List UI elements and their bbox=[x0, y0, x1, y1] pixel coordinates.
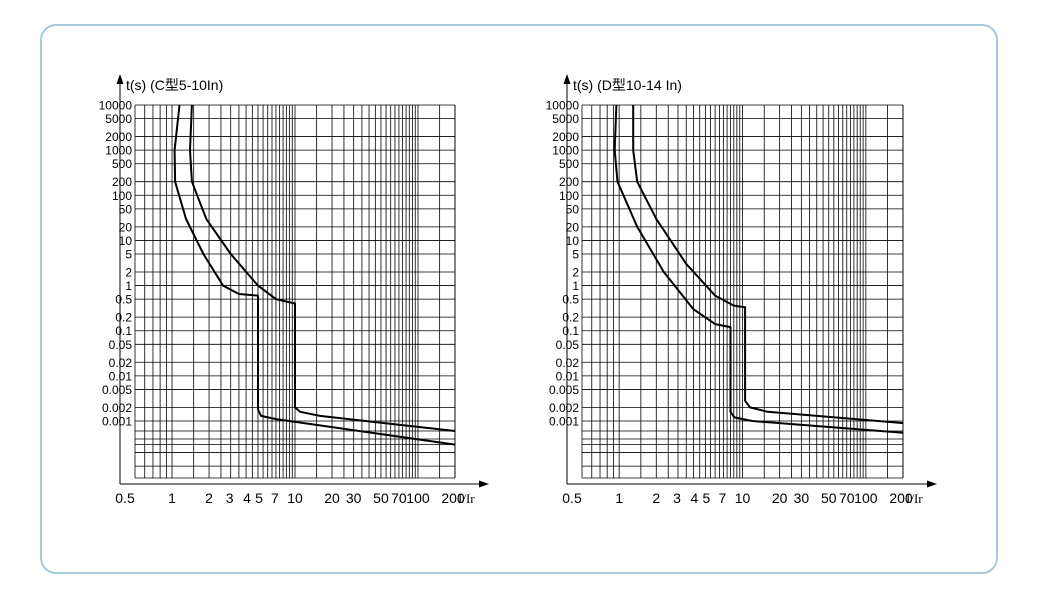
trip-curve-2 bbox=[632, 105, 904, 425]
y-tick-label: 0.02 bbox=[556, 356, 580, 370]
chart-title: t(s) (D型10-14 In) bbox=[573, 77, 682, 93]
y-tick-label: 0.2 bbox=[115, 311, 132, 325]
x-axis-arrow bbox=[479, 480, 489, 488]
x-tick-label: 20 bbox=[324, 490, 340, 506]
y-axis-arrow bbox=[563, 74, 571, 84]
y-tick-label: 500 bbox=[559, 157, 579, 171]
y-tick-label: 5 bbox=[125, 248, 132, 262]
y-tick-label: 0.005 bbox=[549, 383, 579, 397]
y-tick-label: 2 bbox=[572, 265, 579, 279]
y-tick-label: 20 bbox=[119, 220, 133, 234]
y-tick-label: 5000 bbox=[105, 112, 132, 126]
y-tick-label: 0.005 bbox=[102, 383, 132, 397]
y-tick-label: 0.1 bbox=[115, 324, 132, 338]
x-tick-label: 10 bbox=[735, 490, 751, 506]
y-tick-label: 10 bbox=[119, 234, 133, 248]
y-tick-label: 0.002 bbox=[102, 401, 132, 415]
x-tick-label: 3 bbox=[226, 490, 234, 506]
x-tick-label: 100 bbox=[854, 490, 878, 506]
y-tick-label: 50 bbox=[566, 202, 580, 216]
y-tick-label: 1 bbox=[125, 279, 132, 293]
y-tick-label: 200 bbox=[559, 175, 579, 189]
y-tick-label: 10000 bbox=[99, 99, 133, 113]
x-axis-label: I/Ir bbox=[458, 491, 475, 506]
grid bbox=[134, 104, 456, 479]
time-current-chart-2: t(s) (D型10-14 In)10000500020001000500200… bbox=[546, 74, 937, 506]
trip-curve-1 bbox=[173, 104, 456, 446]
y-axis-arrow bbox=[116, 74, 124, 84]
y-tick-label: 1000 bbox=[105, 144, 132, 158]
x-axis-arrow bbox=[927, 480, 937, 488]
y-tick-label: 0.2 bbox=[562, 311, 579, 325]
y-tick-label: 0.05 bbox=[556, 338, 580, 352]
y-tick-label: 5000 bbox=[552, 112, 579, 126]
y-tick-label: 0.01 bbox=[556, 369, 580, 383]
y-tick-label: 0.002 bbox=[549, 401, 579, 415]
x-tick-label: 30 bbox=[794, 490, 810, 506]
x-tick-label: 70 bbox=[391, 490, 407, 506]
y-tick-label: 0.001 bbox=[549, 415, 579, 429]
chart-title: t(s) (C型5-10In) bbox=[126, 77, 223, 93]
y-tick-label: 100 bbox=[559, 189, 579, 203]
y-tick-label: 2 bbox=[125, 265, 132, 279]
x-tick-label: 5 bbox=[255, 490, 263, 506]
x-tick-label: 4 bbox=[691, 490, 699, 506]
x-tick-label: 7 bbox=[718, 490, 726, 506]
x-tick-label: 1 bbox=[615, 490, 623, 506]
y-tick-label: 200 bbox=[112, 175, 132, 189]
x-tick-label: 100 bbox=[406, 490, 430, 506]
x-tick-label: 7 bbox=[271, 490, 279, 506]
y-tick-label: 0.001 bbox=[102, 415, 132, 429]
x-tick-label: 3 bbox=[673, 490, 681, 506]
x-tick-label: 5 bbox=[702, 490, 710, 506]
x-tick-label: 50 bbox=[373, 490, 389, 506]
y-tick-label: 0.5 bbox=[115, 293, 132, 307]
y-tick-label: 0.05 bbox=[109, 338, 133, 352]
time-current-chart-1: t(s) (C型5-10In)1000050002000100050020010… bbox=[99, 74, 489, 506]
x-axis-label: I/Ir bbox=[906, 491, 923, 506]
x-tick-label: 10 bbox=[287, 490, 303, 506]
x-tick-label: 4 bbox=[243, 490, 251, 506]
chart-frame bbox=[40, 24, 998, 574]
x-tick-label: 200 bbox=[441, 490, 465, 506]
x-tick-label: 20 bbox=[772, 490, 788, 506]
x-tick-label: 0.5 bbox=[115, 490, 135, 506]
y-tick-label: 0.1 bbox=[562, 324, 579, 338]
x-tick-label: 1 bbox=[168, 490, 176, 506]
y-tick-label: 0.01 bbox=[109, 369, 133, 383]
x-tick-label: 200 bbox=[889, 490, 913, 506]
y-tick-label: 2000 bbox=[552, 130, 579, 144]
trip-curve-2 bbox=[189, 104, 456, 432]
y-tick-label: 1 bbox=[572, 279, 579, 293]
y-tick-label: 1000 bbox=[552, 144, 579, 158]
grid bbox=[581, 104, 904, 479]
y-tick-label: 10 bbox=[566, 234, 580, 248]
y-tick-label: 5 bbox=[572, 248, 579, 262]
y-tick-label: 2000 bbox=[105, 130, 132, 144]
x-tick-label: 50 bbox=[821, 490, 837, 506]
y-tick-label: 0.5 bbox=[562, 293, 579, 307]
y-tick-label: 10000 bbox=[546, 99, 580, 113]
trip-curve-1 bbox=[613, 104, 904, 434]
y-tick-label: 500 bbox=[112, 157, 132, 171]
y-tick-label: 20 bbox=[566, 220, 580, 234]
y-tick-label: 0.02 bbox=[109, 356, 133, 370]
x-tick-label: 2 bbox=[652, 490, 660, 506]
x-tick-label: 0.5 bbox=[562, 490, 582, 506]
x-tick-label: 2 bbox=[205, 490, 213, 506]
x-tick-label: 30 bbox=[346, 490, 362, 506]
y-tick-label: 100 bbox=[112, 189, 132, 203]
x-tick-label: 70 bbox=[839, 490, 855, 506]
y-tick-label: 50 bbox=[119, 202, 133, 216]
